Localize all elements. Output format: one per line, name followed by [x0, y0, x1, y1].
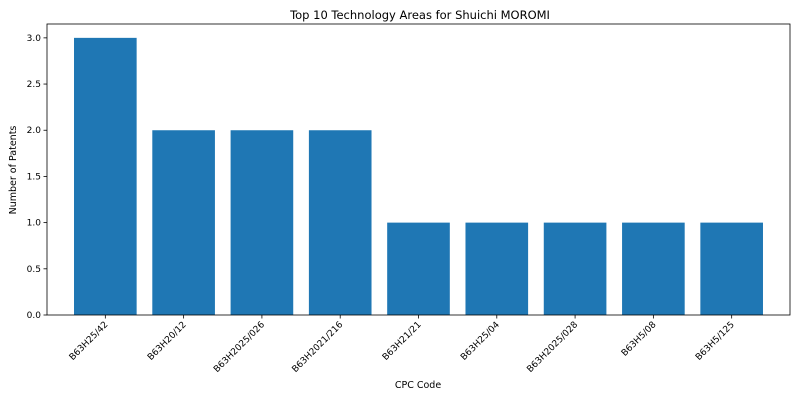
y-tick-label: 0.0 [27, 311, 42, 321]
y-tick-label: 3.0 [27, 34, 42, 44]
y-tick-label: 2.0 [27, 126, 42, 136]
x-axis-label: CPC Code [395, 380, 441, 391]
plot-frame [46, 23, 791, 316]
y-tick-label: 1.0 [27, 219, 42, 229]
bars-group [74, 37, 763, 316]
bar-b63h2025-028 [543, 222, 607, 315]
bar-b63h2025-026 [230, 130, 294, 315]
bar-b63h20-12 [152, 130, 215, 315]
bar-b63h25-42 [74, 37, 137, 316]
y-axis-label: Number of Patents [8, 126, 19, 215]
bar-b63h25-04 [465, 222, 529, 315]
bar-b63h5-125 [700, 222, 763, 315]
y-tick-label: 0.5 [27, 265, 41, 275]
y-tick-label: 2.5 [27, 80, 41, 90]
bar-b63h5-08 [622, 222, 685, 315]
y-axis-ticks: 0.0 0.5 1.0 1.5 2.0 2.5 3.0 [27, 34, 47, 321]
y-tick-label: 1.5 [27, 172, 41, 182]
chart-title: Top 10 Technology Areas for Shuichi MORO… [289, 8, 550, 22]
bar-b63h2021-216 [308, 130, 372, 315]
bar-b63h21-21 [387, 222, 450, 315]
